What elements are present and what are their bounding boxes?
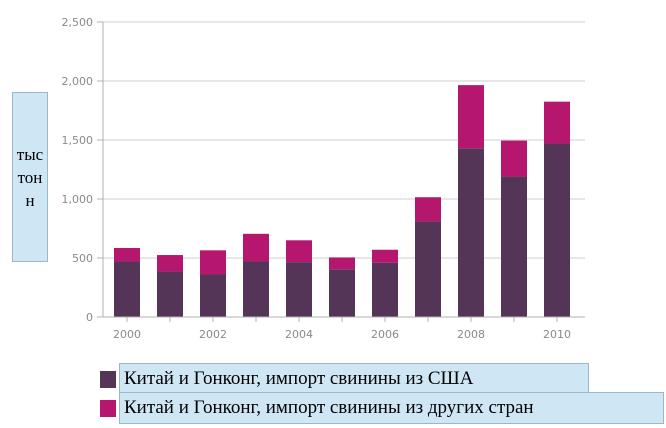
chart-area: 0 500 1,000 1,500 2,000 2,500 2000 2002 2004 2006… — [62, 16, 585, 341]
legend-item-other: Китай и Гонконг, импорт свинины из други… — [100, 392, 664, 424]
bar-us — [200, 274, 226, 317]
x-tick-label: 2006 — [371, 328, 399, 341]
bar-us — [157, 271, 183, 317]
bar-us — [114, 261, 140, 317]
y-axis-label: тыс тонн — [16, 144, 44, 210]
y-tick-label: 1,000 — [62, 193, 94, 206]
legend-label-us: Китай и Гонконг, импорт свинины из США — [124, 368, 474, 389]
bar-us — [544, 143, 570, 317]
bar-other — [329, 257, 355, 270]
legend-item-us: Китай и Гонконг, импорт свинины из США — [100, 363, 589, 395]
y-tick-label: 2,000 — [62, 75, 94, 88]
bar-other — [243, 233, 269, 262]
bar-other — [157, 255, 183, 272]
bar-other — [372, 249, 398, 263]
tick-labels: 0 500 1,000 1,500 2,000 2,500 2000 2002 2004 2006… — [62, 16, 572, 341]
bar-us — [329, 269, 355, 317]
bar-other — [200, 250, 226, 275]
bar-other — [544, 101, 570, 144]
y-tick-label: 1,500 — [62, 134, 94, 147]
bars — [114, 85, 570, 317]
bar-other — [501, 140, 527, 177]
bar-us — [501, 176, 527, 317]
bar-us — [243, 261, 269, 317]
bar-us — [372, 262, 398, 317]
x-tick-label: 2008 — [457, 328, 485, 341]
legend-swatch-other — [100, 399, 116, 417]
x-tick-label: 2010 — [543, 328, 571, 341]
y-tick-label: 2,500 — [62, 16, 94, 29]
x-tick-label: 2002 — [199, 328, 227, 341]
axes — [97, 21, 585, 322]
bar-us — [415, 221, 441, 317]
bar-other — [114, 247, 140, 262]
y-tick-label: 0 — [86, 311, 93, 324]
legend-label-box-us: Китай и Гонконг, импорт свинины из США — [119, 363, 589, 395]
y-axis-label-box: тыс тонн — [12, 92, 48, 262]
x-tick-label: 2000 — [113, 328, 141, 341]
legend-swatch-us — [100, 370, 116, 388]
legend-label-box-other: Китай и Гонконг, импорт свинины из други… — [119, 392, 664, 424]
bar-other — [286, 240, 312, 263]
bar-us — [458, 148, 484, 317]
y-tick-label: 500 — [72, 252, 93, 265]
x-tick-label: 2004 — [285, 328, 313, 341]
legend-label-other: Китай и Гонконг, импорт свинины из други… — [124, 397, 534, 418]
bar-us — [286, 262, 312, 317]
bar-other — [458, 85, 484, 149]
bar-other — [415, 197, 441, 222]
